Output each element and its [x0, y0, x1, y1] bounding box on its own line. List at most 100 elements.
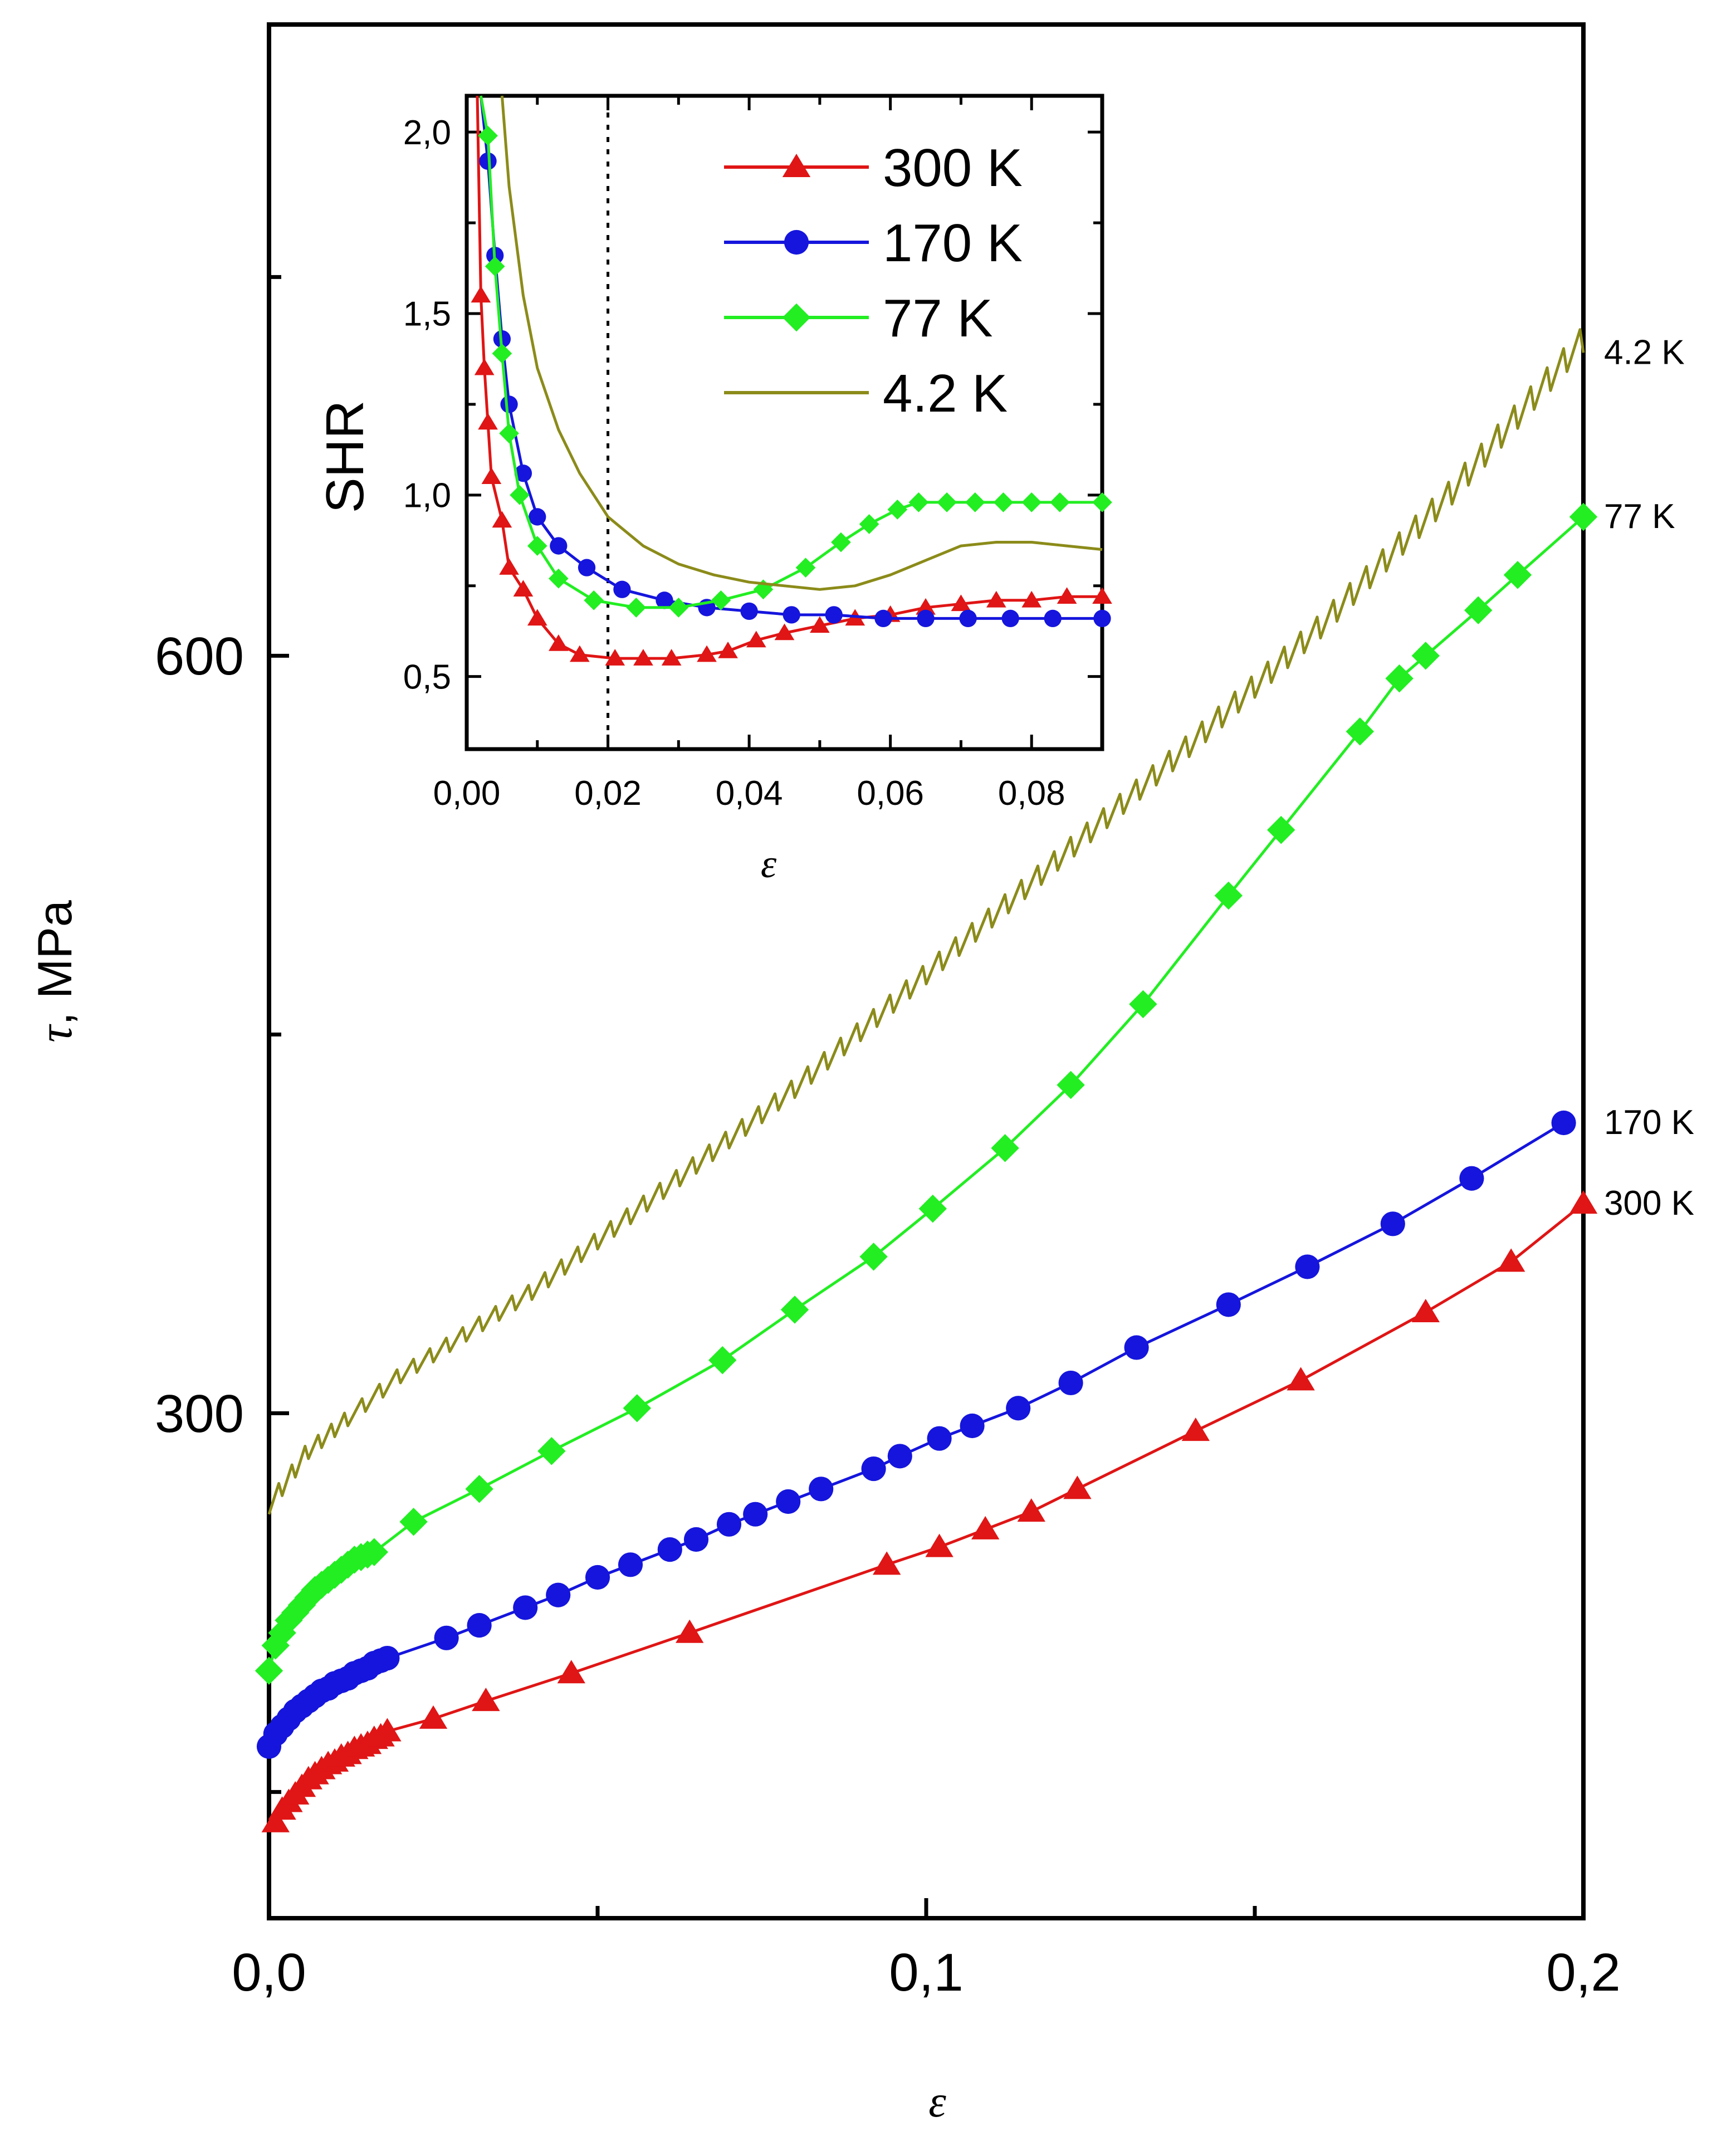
- inset-legend-item-170-k: 170 K: [724, 213, 1023, 273]
- main-x-tick-label: 0,2: [1546, 1943, 1620, 2002]
- inset-point-300-k: [499, 558, 519, 575]
- inset-legend-item-4-2-k: 4.2 K: [724, 364, 1008, 423]
- inset-point-77-k: [965, 492, 985, 512]
- inset-point-77-k: [492, 343, 512, 364]
- inset-point-300-k: [810, 616, 830, 633]
- inset-point-77-k: [668, 598, 689, 618]
- main-x-tick-label: 0,0: [232, 1943, 306, 2002]
- inset-point-170-k: [783, 606, 800, 624]
- inset-point-77-k: [1092, 492, 1112, 512]
- inset-point-300-k: [951, 594, 971, 612]
- main-point-77-k: [991, 1134, 1019, 1162]
- inset-point-300-k: [1057, 587, 1077, 604]
- inset-point-77-k: [993, 492, 1014, 512]
- inset-y-tick-label: 0,5: [403, 658, 451, 696]
- main-point-170-k: [1216, 1292, 1241, 1317]
- inset-series-77-k: [478, 95, 1112, 618]
- main-series-4-2-k: [267, 328, 1585, 1515]
- main-point-170-k: [434, 1625, 459, 1650]
- inset-legend-marker-300-k: [782, 154, 811, 177]
- main-point-77-k: [399, 1508, 428, 1536]
- inset-legend-marker-77-k: [782, 303, 811, 332]
- main-point-170-k: [1006, 1396, 1031, 1421]
- inset-point-77-k: [510, 485, 530, 505]
- main-point-77-k: [255, 1656, 283, 1685]
- main-point-300-k: [1063, 1475, 1092, 1499]
- main-point-170-k: [743, 1502, 768, 1527]
- inset-point-300-k: [986, 590, 1006, 608]
- main-end-label-4-2-k: 4.2 K: [1604, 333, 1685, 371]
- main-point-300-k: [925, 1533, 953, 1557]
- inset-point-77-k: [626, 598, 647, 618]
- main-point-77-k: [1569, 502, 1598, 531]
- main-point-77-k: [1267, 815, 1295, 844]
- inset-point-300-k: [478, 413, 498, 430]
- inset-point-77-k: [485, 256, 505, 277]
- main-chart: 0,0 0,1 0,2 300 600 4.2 K 77 K 170 K 300 K ε τ,…: [28, 22, 1694, 2127]
- inset-point-77-k: [1050, 492, 1070, 512]
- inset-legend-label-77-k: 77 K: [883, 289, 992, 348]
- main-point-300-k: [1411, 1299, 1440, 1322]
- main-point-77-k: [1346, 717, 1374, 746]
- inset-series-4-2-k: [500, 95, 1103, 591]
- main-point-77-k: [268, 1619, 296, 1647]
- main-point-77-k: [360, 1538, 388, 1566]
- inset-point-300-k: [661, 649, 682, 666]
- inset-point-77-k: [499, 423, 519, 443]
- main-point-170-k: [861, 1456, 886, 1482]
- inset-point-170-k: [529, 508, 546, 526]
- main-end-label-300-k: 300 K: [1604, 1184, 1694, 1223]
- main-point-170-k: [927, 1426, 952, 1451]
- inset-point-77-k: [859, 514, 879, 534]
- main-x-tick-label: 0,1: [889, 1943, 963, 2002]
- inset-tick-labels: 0,00 0,02 0,04 0,06 0,08 0,5 1,0 1,5 2,0: [403, 114, 1065, 813]
- inset-point-300-k: [746, 630, 766, 648]
- main-point-170-k: [585, 1565, 610, 1590]
- inset-legend-label-170-k: 170 K: [883, 213, 1023, 273]
- inset-point-170-k: [1001, 609, 1019, 628]
- main-series-300-k: [261, 1190, 1598, 1832]
- main-y-tick-label: 600: [155, 627, 244, 686]
- main-point-300-k: [419, 1705, 448, 1729]
- inset-x-tick-label: 0,04: [716, 774, 783, 813]
- inset-legend-item-77-k: 77 K: [724, 289, 992, 348]
- main-point-300-k: [971, 1516, 1000, 1539]
- inset-legend-item-300-k: 300 K: [724, 138, 1023, 198]
- main-point-77-k: [1214, 881, 1243, 910]
- main-point-170-k: [375, 1645, 400, 1671]
- inset-point-170-k: [917, 609, 935, 628]
- main-y-tick-label: 300: [155, 1384, 244, 1444]
- inset-point-170-k: [1093, 609, 1111, 628]
- inset-legend: 300 K 170 K 77 K 4.2 K: [724, 138, 1023, 423]
- main-point-300-k: [1287, 1367, 1315, 1391]
- inset-point-77-k: [478, 125, 498, 146]
- main-point-77-k: [1057, 1070, 1085, 1099]
- inset-point-170-k: [578, 559, 596, 576]
- inset-point-300-k: [916, 598, 936, 615]
- inset-legend-label-4-2-k: 4.2 K: [883, 364, 1008, 423]
- inset-point-170-k: [1044, 609, 1062, 628]
- inset-x-axis-label: ε: [761, 842, 777, 886]
- main-point-300-k: [1497, 1248, 1525, 1272]
- inset-point-77-k: [887, 500, 908, 520]
- main-point-300-k: [261, 1808, 290, 1832]
- inset-point-170-k: [740, 602, 758, 620]
- inset-point-170-k: [656, 592, 673, 609]
- inset-point-77-k: [795, 558, 816, 578]
- main-point-77-k: [623, 1394, 651, 1422]
- inset-point-300-k: [471, 286, 491, 303]
- inset-series-300-k: [471, 95, 1112, 666]
- main-point-170-k: [809, 1477, 834, 1502]
- main-point-77-k: [708, 1346, 737, 1375]
- inset-point-170-k: [825, 606, 843, 624]
- main-y-axis-symbol: τ: [28, 1024, 82, 1043]
- main-point-300-k: [1181, 1417, 1210, 1441]
- inset-point-77-k: [527, 536, 547, 556]
- main-point-170-k: [467, 1613, 492, 1638]
- inset-axis-ticks: [465, 96, 1102, 749]
- inset-point-170-k: [514, 465, 532, 482]
- main-point-170-k: [1124, 1335, 1149, 1360]
- inset-point-300-k: [569, 645, 590, 662]
- main-point-170-k: [1295, 1254, 1320, 1279]
